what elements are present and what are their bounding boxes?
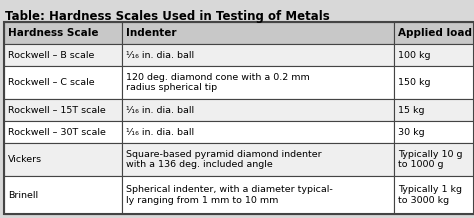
Text: Table: Hardness Scales Used in Testing of Metals: Table: Hardness Scales Used in Testing o… (5, 10, 330, 23)
Text: 100 kg: 100 kg (398, 51, 430, 60)
Text: 150 kg: 150 kg (398, 78, 430, 87)
Bar (4, 22, 474, 214)
Text: 120 deg. diamond cone with a 0.2 mm
radius spherical tip: 120 deg. diamond cone with a 0.2 mm radi… (126, 73, 310, 92)
Bar (4, 143, 122, 176)
Text: 15 kg: 15 kg (398, 106, 425, 114)
Bar (394, 121, 474, 143)
Bar (394, 44, 474, 66)
Bar (4, 99, 122, 121)
Bar (122, 22, 394, 44)
Text: Hardness Scale: Hardness Scale (8, 28, 99, 38)
Text: Brinell: Brinell (8, 191, 38, 199)
Text: ¹⁄₁₆ in. dia. ball: ¹⁄₁₆ in. dia. ball (126, 51, 194, 60)
Text: Square-based pyramid diamond indenter
with a 136 deg. included angle: Square-based pyramid diamond indenter wi… (126, 150, 322, 169)
Bar (394, 22, 474, 44)
Text: ¹⁄₁₆ in. dia. ball: ¹⁄₁₆ in. dia. ball (126, 106, 194, 114)
Text: Spherical indenter, with a diameter typical-
ly ranging from 1 mm to 10 mm: Spherical indenter, with a diameter typi… (126, 185, 333, 205)
Bar (122, 99, 394, 121)
Text: Indenter: Indenter (126, 28, 176, 38)
Bar (4, 121, 122, 143)
Bar (394, 176, 474, 214)
Text: Typically 1 kg
to 3000 kg: Typically 1 kg to 3000 kg (398, 185, 462, 205)
Bar (122, 66, 394, 99)
Bar (394, 143, 474, 176)
Bar (4, 176, 122, 214)
Bar (122, 121, 394, 143)
Bar (4, 44, 122, 66)
Text: Rockwell – B scale: Rockwell – B scale (8, 51, 94, 60)
Text: Rockwell – 15T scale: Rockwell – 15T scale (8, 106, 106, 114)
Bar (122, 176, 394, 214)
Text: Rockwell – 30T scale: Rockwell – 30T scale (8, 128, 106, 136)
Text: 30 kg: 30 kg (398, 128, 425, 136)
Text: Applied load: Applied load (398, 28, 472, 38)
Text: Rockwell – C scale: Rockwell – C scale (8, 78, 95, 87)
Text: ¹⁄₁₆ in. dia. ball: ¹⁄₁₆ in. dia. ball (126, 128, 194, 136)
Bar (122, 44, 394, 66)
Bar (4, 66, 122, 99)
Bar (122, 143, 394, 176)
Text: Typically 10 g
to 1000 g: Typically 10 g to 1000 g (398, 150, 463, 169)
Bar (394, 66, 474, 99)
Text: Vickers: Vickers (8, 155, 42, 164)
Bar (4, 22, 122, 44)
Bar (394, 99, 474, 121)
